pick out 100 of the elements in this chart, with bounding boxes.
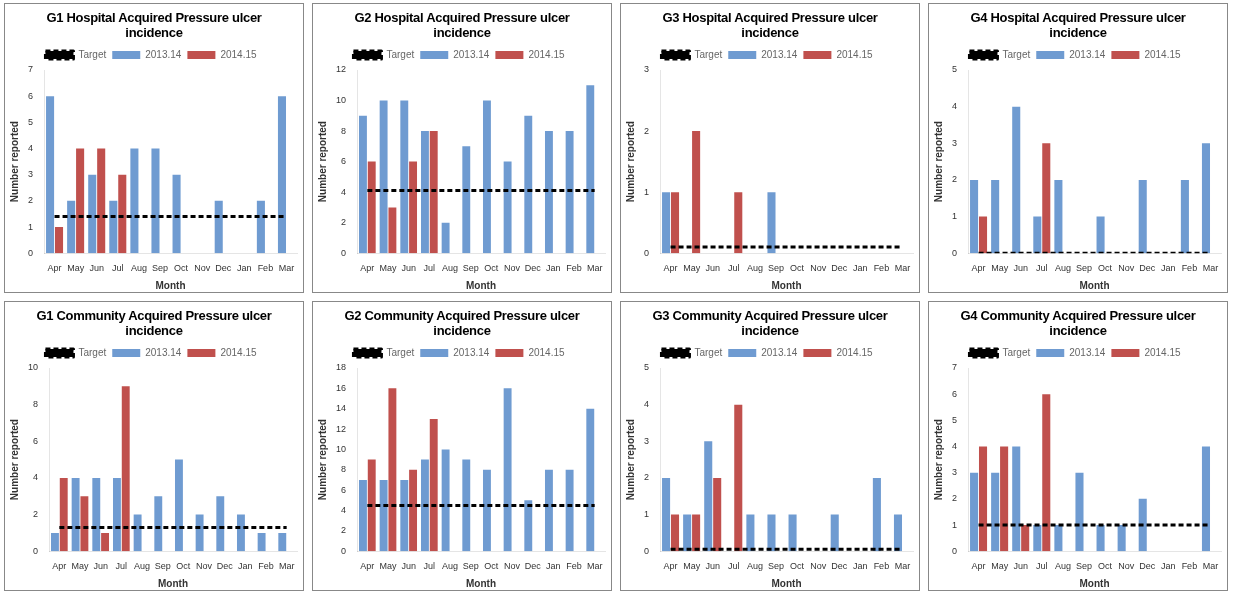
bar bbox=[692, 514, 701, 552]
x-tick-label: Oct bbox=[790, 263, 805, 274]
x-tick-label: Jul bbox=[115, 561, 128, 572]
x-tick-label: Nov bbox=[810, 561, 827, 572]
legend-label: 2013.14 bbox=[145, 346, 182, 358]
x-tick-label: Jul bbox=[1036, 263, 1048, 274]
bar bbox=[400, 479, 409, 552]
x-tick-label: Aug bbox=[442, 263, 459, 274]
y-tick-label: 1 bbox=[951, 519, 958, 530]
y-tick-label: 2 bbox=[951, 493, 958, 504]
bar bbox=[388, 388, 397, 552]
y-tick-label: 4 bbox=[33, 472, 39, 483]
x-tick-label: Dec bbox=[215, 263, 232, 274]
bar bbox=[671, 514, 680, 552]
x-tick-label: Jan bbox=[238, 561, 253, 572]
x-tick-label: Apr bbox=[663, 263, 678, 274]
chart-title: G2 Hospital Acquired Pressure ulcer incidence bbox=[353, 9, 571, 42]
bar bbox=[71, 477, 80, 552]
bar bbox=[1012, 446, 1021, 552]
legend-label: Target bbox=[78, 48, 107, 60]
y-tick-label: 0 bbox=[643, 247, 650, 258]
y-tick-label: 2 bbox=[341, 525, 347, 536]
bar bbox=[1201, 143, 1211, 254]
x-tick-label: Feb bbox=[257, 263, 274, 274]
bar bbox=[1117, 525, 1126, 552]
bar bbox=[524, 500, 533, 552]
bar bbox=[1138, 179, 1147, 254]
x-tick-label: Mar bbox=[894, 263, 911, 274]
y-tick-label: 14 bbox=[336, 403, 347, 414]
x-tick-label: Jun bbox=[401, 263, 416, 274]
y-axis-title: Number reported bbox=[624, 121, 636, 203]
bar bbox=[1042, 143, 1051, 254]
x-tick-label: Jun bbox=[705, 561, 720, 572]
y-tick-label: 2 bbox=[33, 509, 39, 520]
bar bbox=[979, 216, 988, 254]
x-tick-label: Jul bbox=[728, 263, 740, 274]
bar bbox=[92, 477, 101, 552]
x-tick-label: Dec bbox=[216, 561, 234, 572]
y-tick-label: 16 bbox=[336, 382, 347, 393]
x-tick-label: Mar bbox=[278, 263, 295, 274]
x-tick-label: Aug bbox=[746, 561, 763, 572]
x-tick-label: Feb bbox=[566, 561, 582, 572]
bar bbox=[1033, 216, 1042, 254]
bar bbox=[872, 477, 881, 552]
bar bbox=[1033, 525, 1042, 552]
x-tick-label: Jan bbox=[1161, 561, 1176, 572]
bar bbox=[462, 146, 471, 254]
y-tick-label: 0 bbox=[341, 545, 347, 556]
legend-label: 2013.14 bbox=[1069, 346, 1106, 358]
x-tick-label: Apr bbox=[360, 263, 375, 274]
y-tick-label: 5 bbox=[951, 414, 958, 425]
y-tick-label: 0 bbox=[27, 247, 34, 258]
bar bbox=[1000, 446, 1009, 552]
x-tick-label: May bbox=[71, 561, 89, 572]
legend-label: Target bbox=[694, 48, 723, 60]
bar bbox=[121, 386, 130, 552]
x-tick-label: Apr bbox=[47, 263, 62, 274]
bar bbox=[367, 459, 376, 552]
y-tick-label: 1 bbox=[643, 509, 650, 520]
bar bbox=[109, 200, 118, 254]
y-tick-label: 2 bbox=[643, 472, 650, 483]
x-tick-label: May bbox=[991, 561, 1009, 572]
x-tick-label: May bbox=[379, 561, 397, 572]
x-tick-label: Nov bbox=[504, 561, 521, 572]
y-tick-label: 2 bbox=[341, 217, 347, 228]
x-tick-label: Jun bbox=[401, 561, 416, 572]
bar bbox=[113, 477, 121, 552]
x-tick-label: Sep bbox=[151, 263, 168, 274]
y-tick-label: 12 bbox=[336, 423, 347, 434]
x-tick-label: Jul bbox=[1036, 561, 1048, 572]
x-tick-label: Dec bbox=[1139, 561, 1156, 572]
bar bbox=[97, 148, 106, 254]
x-tick-label: Jun bbox=[93, 561, 108, 572]
bar bbox=[1021, 525, 1030, 552]
x-axis-title: Month bbox=[158, 577, 189, 589]
bar bbox=[1042, 394, 1051, 552]
bar bbox=[409, 161, 418, 254]
bar bbox=[421, 459, 429, 552]
x-tick-label: Sep bbox=[1075, 561, 1092, 572]
bar bbox=[359, 479, 367, 552]
y-tick-label: 3 bbox=[643, 435, 650, 446]
x-tick-label: Feb bbox=[1181, 263, 1198, 274]
chart-title: G1 Community Acquired Pressure ulcer incidence bbox=[35, 307, 273, 340]
bar bbox=[195, 514, 204, 552]
legend-label: 2013.14 bbox=[145, 48, 182, 60]
x-tick-label: May bbox=[67, 263, 85, 274]
x-tick-label: Apr bbox=[971, 561, 986, 572]
y-tick-label: 12 bbox=[336, 64, 347, 75]
x-tick-label: Jul bbox=[423, 561, 436, 572]
x-tick-label: Feb bbox=[566, 263, 582, 274]
bar bbox=[1054, 525, 1063, 552]
bar bbox=[1138, 498, 1147, 552]
bar bbox=[133, 514, 142, 552]
bar bbox=[441, 222, 450, 254]
legend-label: 2013.14 bbox=[761, 48, 798, 60]
bar bbox=[734, 404, 743, 552]
bar bbox=[586, 85, 595, 254]
x-tick-label: Mar bbox=[278, 561, 295, 572]
bar bbox=[388, 207, 397, 254]
x-tick-label: Dec bbox=[831, 561, 848, 572]
